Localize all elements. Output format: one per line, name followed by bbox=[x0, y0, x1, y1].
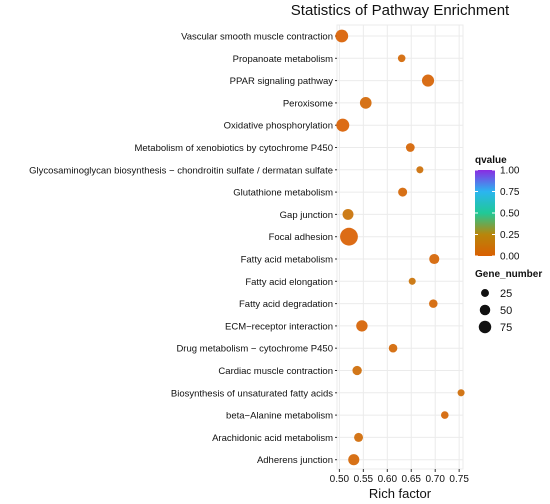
y-tick-label: Drug metabolism − cytochrome P450 bbox=[176, 344, 333, 355]
data-point bbox=[348, 454, 360, 466]
x-axis-label: Rich factor bbox=[369, 486, 432, 501]
gene-number-legend-label: 25 bbox=[500, 288, 512, 300]
y-axis: Vascular smooth muscle contraction Propan… bbox=[29, 32, 337, 466]
data-point bbox=[457, 389, 465, 397]
qvalue-colorbar bbox=[475, 170, 495, 256]
x-axis: 0.50 0.55 0.60 0.65 0.70 0.75 bbox=[330, 469, 469, 485]
data-point bbox=[408, 277, 416, 285]
data-point bbox=[335, 29, 349, 43]
qvalue-legend: qvalue 0.00 0.25 0.50 0.75 1.00 bbox=[475, 155, 520, 263]
qvalue-legend-title: qvalue bbox=[475, 155, 507, 166]
y-tick-label: Glutathione metabolism bbox=[233, 188, 333, 199]
data-point bbox=[352, 365, 362, 376]
data-points bbox=[335, 29, 465, 466]
qvalue-tick-label: 0.75 bbox=[500, 187, 520, 198]
data-point bbox=[416, 166, 424, 174]
y-tick-label: Vascular smooth muscle contraction bbox=[181, 32, 333, 43]
data-point bbox=[429, 299, 438, 308]
data-point bbox=[397, 54, 406, 63]
data-point bbox=[421, 74, 435, 87]
y-tick-label: Fatty acid elongation bbox=[245, 277, 333, 288]
y-tick-label: Fatty acid degradation bbox=[239, 299, 333, 310]
y-tick-label: Propanoate metabolism bbox=[233, 54, 333, 65]
y-tick-label: Metabolism of xenobiotics by cytochrome … bbox=[134, 143, 333, 154]
data-point bbox=[441, 411, 449, 419]
x-tick-label: 0.50 bbox=[330, 474, 350, 485]
data-point bbox=[356, 320, 368, 332]
data-point bbox=[340, 227, 358, 246]
qvalue-tick-label: 0.00 bbox=[500, 252, 520, 263]
x-tick-label: 0.75 bbox=[449, 474, 469, 485]
y-tick-label: Cardiac muscle contraction bbox=[218, 366, 333, 377]
y-tick-label: PPAR signaling pathway bbox=[230, 76, 334, 87]
qvalue-tick-label: 0.50 bbox=[500, 209, 520, 220]
x-tick-label: 0.65 bbox=[402, 474, 422, 485]
data-point bbox=[398, 187, 408, 197]
y-tick-label: Oxidative phosphorylation bbox=[224, 121, 333, 132]
x-tick-label: 0.70 bbox=[425, 474, 445, 485]
plot-panel bbox=[336, 24, 464, 470]
data-point bbox=[354, 432, 364, 442]
qvalue-tick-label: 0.25 bbox=[500, 230, 520, 241]
data-point bbox=[429, 253, 440, 265]
y-tick-label: beta−Alanine metabolism bbox=[226, 411, 333, 422]
gene-number-legend-key bbox=[481, 289, 489, 297]
chart-title: Statistics of Pathway Enrichment bbox=[290, 2, 510, 19]
gene-number-legend-label: 75 bbox=[500, 322, 512, 334]
qvalue-tick-label: 1.00 bbox=[500, 166, 520, 177]
x-tick-label: 0.60 bbox=[378, 474, 398, 485]
y-tick-label: Arachidonic acid metabolism bbox=[212, 433, 333, 444]
data-point bbox=[388, 343, 398, 353]
data-point bbox=[359, 97, 372, 109]
data-point bbox=[405, 143, 415, 152]
y-tick-label: Fatty acid metabolism bbox=[241, 255, 333, 266]
y-tick-label: Biosynthesis of unsaturated fatty acids bbox=[171, 388, 333, 399]
gene-number-legend-label: 50 bbox=[500, 305, 512, 317]
y-tick-label: Adherens junction bbox=[257, 455, 333, 466]
y-tick-label: ECM−receptor interaction bbox=[225, 321, 333, 332]
gene-number-legend-title: Gene_number bbox=[475, 269, 542, 280]
gene-number-legend: Gene_number 25 50 75 bbox=[475, 269, 542, 334]
gene-number-legend-key bbox=[479, 304, 491, 316]
data-point bbox=[336, 118, 350, 132]
y-tick-label: Peroxisome bbox=[283, 98, 333, 109]
y-tick-label: Gap junction bbox=[280, 210, 333, 221]
data-point bbox=[342, 208, 354, 220]
x-tick-label: 0.55 bbox=[354, 474, 374, 485]
y-tick-label: Glycosaminoglycan biosynthesis − chondro… bbox=[29, 165, 333, 176]
y-tick-label: Focal adhesion bbox=[269, 232, 333, 243]
gene-number-legend-key bbox=[478, 320, 492, 334]
